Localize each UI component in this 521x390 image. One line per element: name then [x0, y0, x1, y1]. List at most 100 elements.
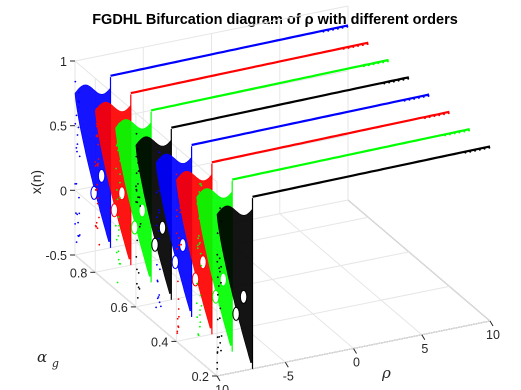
- scatter-point: [97, 165, 99, 167]
- scatter-point: [95, 165, 97, 167]
- tail-point: [444, 134, 446, 136]
- scatter-point: [218, 267, 220, 269]
- scatter-point: [180, 244, 182, 246]
- scatter-point: [158, 230, 160, 232]
- scatter-point: [160, 306, 162, 308]
- tail-point: [429, 116, 431, 118]
- tail-point: [362, 44, 364, 46]
- scatter-point: [158, 238, 160, 240]
- scatter-point: [196, 302, 198, 304]
- scatter-point: [197, 247, 199, 249]
- chart-title-text: FGDHL Bifurcation diagram of ρ with diff…: [92, 12, 458, 28]
- scatter-point: [118, 216, 120, 218]
- x-tick-mark: [217, 376, 220, 381]
- scatter-point: [98, 158, 100, 160]
- scatter-point: [179, 202, 181, 204]
- scatter-point: [118, 259, 120, 261]
- band-gap: [98, 169, 104, 182]
- scatter-point: [221, 335, 223, 337]
- scatter-point: [156, 264, 158, 266]
- scatter-point: [199, 326, 201, 328]
- scatter-point: [178, 196, 180, 198]
- x-tick-label: 5: [421, 342, 428, 356]
- series-layer: [74, 25, 490, 369]
- tail-point: [468, 130, 470, 132]
- branch-upper-alpha-0.2: [253, 146, 491, 196]
- scatter-point: [201, 265, 203, 267]
- scatter-point: [200, 295, 202, 297]
- tail-point: [469, 151, 471, 153]
- tail-point: [343, 48, 345, 50]
- scatter-point: [216, 254, 218, 256]
- scatter-point: [158, 294, 160, 296]
- scatter-point: [119, 173, 121, 175]
- x-tick-mark: [422, 335, 425, 340]
- scatter-point: [137, 297, 139, 299]
- scatter-point: [219, 342, 221, 344]
- scatter-point: [198, 243, 200, 245]
- scatter-point: [119, 182, 121, 184]
- scatter-point: [76, 183, 78, 185]
- scatter-point: [117, 199, 119, 201]
- scatter-point: [136, 201, 138, 203]
- band-gap: [132, 221, 138, 234]
- tail-point: [348, 47, 350, 49]
- scatter-point: [198, 218, 200, 220]
- tail-point: [459, 132, 461, 134]
- scatter-point: [216, 362, 218, 364]
- scatter-point: [179, 177, 181, 179]
- scatter-point: [218, 285, 220, 287]
- scatter-point: [119, 197, 121, 199]
- scatter-point: [178, 316, 180, 318]
- band-gap: [213, 290, 219, 303]
- scatter-point: [221, 221, 223, 223]
- tail-point: [346, 26, 348, 28]
- scatter-point: [115, 225, 117, 227]
- tail-point: [407, 78, 409, 80]
- scatter-point: [157, 280, 159, 282]
- tail-point: [383, 83, 385, 85]
- y-axis-label-main: α: [37, 348, 47, 366]
- scatter-point: [216, 368, 218, 370]
- scatter-point: [218, 336, 220, 338]
- y-tick-label: 0.6: [111, 301, 128, 315]
- scatter-point: [200, 203, 202, 205]
- scatter-point: [155, 307, 157, 309]
- tail-point: [388, 82, 390, 84]
- tail-point: [448, 112, 450, 114]
- band-gap: [152, 238, 158, 251]
- scatter-point: [178, 308, 180, 310]
- scatter-point: [217, 336, 219, 338]
- scatter-point: [197, 333, 199, 335]
- scatter-point: [158, 162, 160, 164]
- scatter-point: [97, 227, 99, 229]
- scatter-point: [196, 283, 198, 285]
- tail-point: [398, 80, 400, 82]
- scatter-point: [198, 191, 200, 193]
- tail-point: [488, 147, 490, 149]
- scatter-point: [157, 298, 159, 300]
- z-tick-label: 0: [60, 184, 67, 198]
- scatter-point: [160, 168, 162, 170]
- scatter-point: [136, 156, 138, 158]
- scatter-point: [97, 197, 99, 199]
- scatter-point: [77, 143, 79, 145]
- scatter-point: [197, 245, 199, 247]
- scatter-point: [119, 263, 121, 265]
- scatter-point: [76, 151, 78, 153]
- scatter-point: [136, 283, 138, 285]
- tail-point: [367, 43, 369, 45]
- tail-point: [474, 150, 476, 152]
- scatter-point: [96, 184, 98, 186]
- scatter-point: [136, 133, 138, 135]
- tail-point: [424, 117, 426, 119]
- scatter-point: [98, 217, 100, 219]
- scatter-point: [74, 123, 76, 125]
- tail-point: [357, 45, 359, 47]
- scatter-point: [217, 347, 219, 349]
- scatter-point: [137, 162, 139, 164]
- scatter-point: [136, 189, 138, 191]
- band-gap: [111, 204, 117, 217]
- y-tick-label: 0.2: [192, 370, 209, 384]
